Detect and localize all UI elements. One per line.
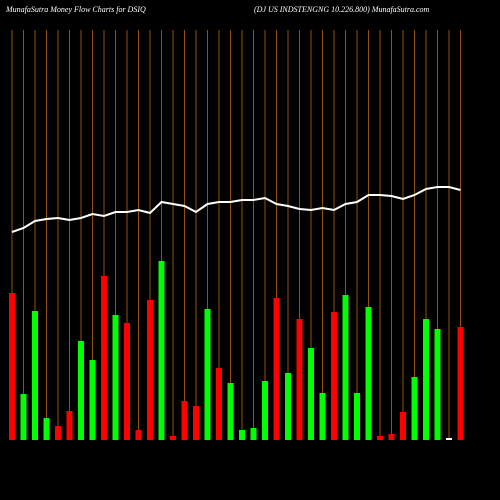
chart-subtitle: (DJ US INDSTENGNG 10.226.800) MunafaSutr… <box>254 5 430 14</box>
bar <box>319 393 326 440</box>
bar <box>423 319 429 440</box>
bar <box>181 401 188 440</box>
bar <box>377 436 383 440</box>
bar <box>20 394 27 440</box>
bar <box>89 360 96 440</box>
bar <box>400 412 406 440</box>
bar <box>101 276 107 440</box>
bar <box>135 430 142 440</box>
bar <box>78 341 84 440</box>
price-line <box>11 186 461 233</box>
bar <box>9 293 15 440</box>
bar <box>43 418 50 440</box>
bar <box>147 300 153 440</box>
bar <box>308 348 314 440</box>
bar <box>446 438 452 440</box>
bar <box>66 411 73 440</box>
bar <box>365 307 372 440</box>
bar <box>227 383 234 440</box>
bar <box>342 295 349 440</box>
bar <box>262 381 268 440</box>
bar <box>193 406 199 440</box>
bar <box>55 426 61 440</box>
bar <box>434 329 441 440</box>
bar <box>411 377 418 440</box>
bar <box>354 393 360 440</box>
bar <box>331 312 337 440</box>
bar <box>204 309 211 440</box>
bar <box>158 261 165 440</box>
bar <box>250 428 257 440</box>
bar <box>388 434 395 440</box>
bar <box>296 319 303 440</box>
bar <box>285 373 291 440</box>
chart-title: MunafaSutra Money Flow Charts for DSIQ <box>5 5 146 14</box>
bar <box>170 436 176 440</box>
bar <box>216 368 222 440</box>
bar <box>32 311 38 440</box>
bar <box>239 430 245 440</box>
bar <box>112 315 119 440</box>
bar <box>273 298 280 440</box>
bar <box>124 323 130 440</box>
bar <box>457 327 464 440</box>
